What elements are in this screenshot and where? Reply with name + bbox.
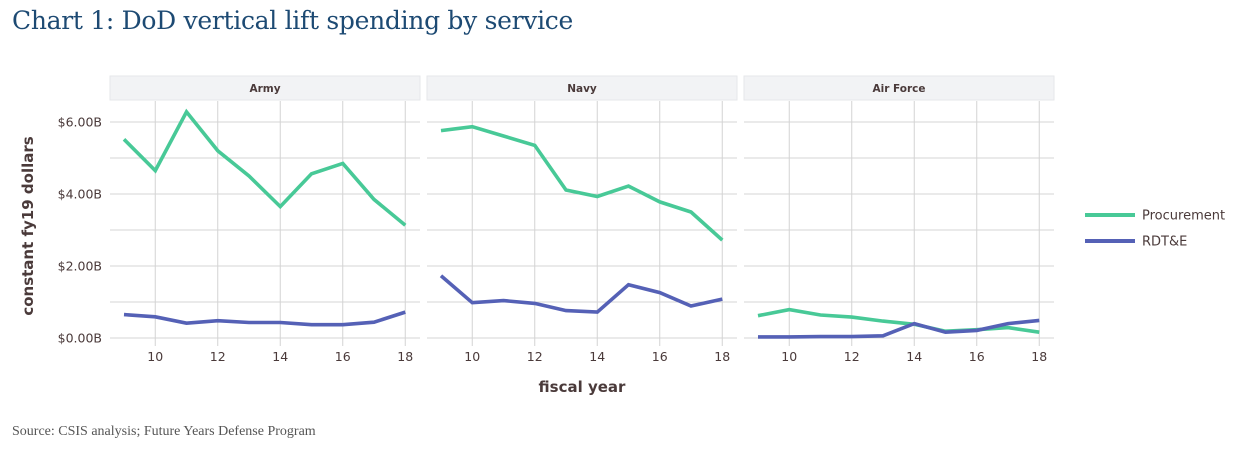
y-tick-label: $0.00B [58, 331, 102, 346]
panel-strip [109, 75, 421, 101]
panel-strip-label: Air Force [872, 83, 925, 95]
panel-army: Army 10 12 14 16 18 [109, 75, 421, 364]
series-line-navy-rdt-e [439, 274, 723, 314]
series-line-air-force-rdt-e [758, 318, 1040, 339]
y-axis: $0.00B $2.00B $4.00B $6.00B [58, 115, 102, 346]
panel-strip [426, 75, 738, 101]
legend: Procurement RDT&E [1085, 209, 1225, 250]
panel-navy: Navy 10 12 14 16 18 [426, 75, 738, 364]
panel-air-force: Air Force 10 12 14 16 18 [743, 75, 1055, 364]
panel-strip [743, 75, 1055, 101]
facet-panels: Army 10 12 14 16 18 Navy 10 12 14 16 18 Air Force 10 1… [109, 75, 1055, 364]
x-tick-label: 10 [147, 349, 163, 364]
series-line-navy-procurement [440, 124, 724, 242]
legend-item-rdt-e: RDT&E [1085, 235, 1187, 250]
x-tick-label: 18 [1031, 349, 1047, 364]
x-tick-label: 16 [335, 349, 351, 364]
y-axis-title: constant fy19 dollars [19, 136, 37, 315]
x-tick-label: 16 [969, 349, 985, 364]
x-axis-title: fiscal year [539, 378, 626, 396]
x-tick-label: 10 [781, 349, 797, 364]
y-tick-label: $6.00B [58, 115, 102, 130]
x-tick-label: 18 [714, 349, 730, 364]
panel-strip-label: Army [249, 83, 280, 95]
y-tick-label: $4.00B [58, 187, 102, 202]
x-tick-label: 14 [589, 349, 605, 364]
x-tick-label: 12 [527, 349, 543, 364]
x-tick-label: 14 [272, 349, 288, 364]
y-tick-label: $2.00B [58, 259, 102, 274]
source-note: Source: CSIS analysis; Future Years Defe… [12, 424, 316, 439]
legend-item-procurement: Procurement [1085, 209, 1225, 224]
x-tick-label: 14 [906, 349, 922, 364]
x-tick-label: 12 [844, 349, 860, 364]
chart-title: Chart 1: DoD vertical lift spending by s… [12, 6, 573, 35]
series-line-army-rdt-e [123, 310, 406, 327]
legend-label: Procurement [1142, 209, 1225, 224]
panel-strip-label: Navy [567, 83, 597, 95]
x-tick-label: 16 [652, 349, 668, 364]
legend-label: RDT&E [1142, 235, 1187, 250]
x-tick-label: 10 [464, 349, 480, 364]
x-tick-label: 12 [210, 349, 226, 364]
x-tick-label: 18 [397, 349, 413, 364]
series-line-army-procurement [122, 108, 407, 227]
